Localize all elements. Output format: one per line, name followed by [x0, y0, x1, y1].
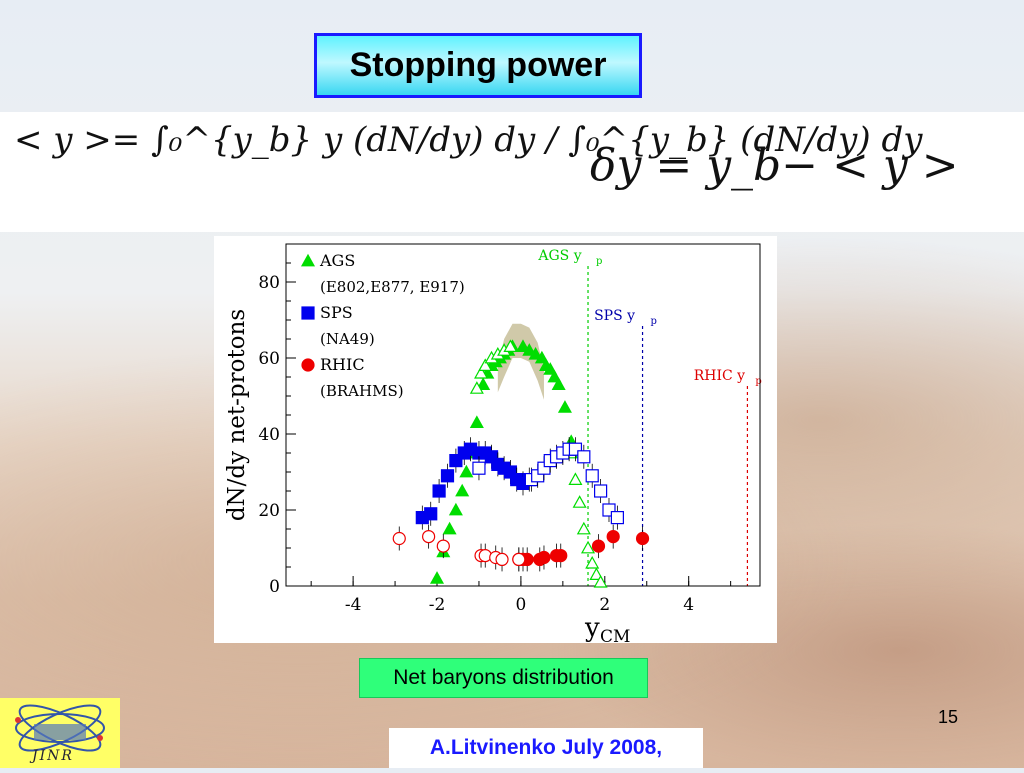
data-points: [392, 339, 650, 588]
data-point: [522, 343, 537, 356]
data-point: [591, 539, 606, 553]
x-axis-label: y: [584, 613, 600, 643]
data-point: [392, 531, 406, 546]
x-tick-label: -4: [345, 595, 362, 615]
data-point: [528, 346, 543, 360]
data-point: [551, 377, 566, 390]
beam-line-label: RHIC y: [694, 368, 745, 384]
data-point: [568, 472, 583, 485]
data-point: [474, 365, 489, 379]
author-text: A.Litvinenko July 2008,: [429, 736, 663, 759]
data-point: [478, 358, 493, 371]
data-point: [424, 507, 438, 521]
data-point: [537, 550, 551, 565]
data-point: [469, 381, 484, 394]
beam-line-label-sub: p: [596, 256, 602, 267]
data-point: [455, 483, 470, 497]
data-point: [589, 567, 604, 580]
beam-line-label: AGS y: [537, 248, 581, 264]
rapidity-loss-formula: δy = y_b− < y >: [590, 140, 959, 191]
series-rhic-reflected-: [392, 524, 526, 572]
data-point: [512, 552, 526, 566]
beam-line-label-sub: p: [651, 316, 657, 327]
data-point: [606, 530, 620, 544]
y-tick-label: 40: [258, 425, 280, 445]
slide-title-box: Stopping power: [314, 33, 642, 98]
y-tick-label: 80: [258, 273, 280, 293]
caption-box: Net baryons distribution: [359, 658, 648, 698]
data-point: [422, 530, 436, 544]
y-tick-label: 0: [269, 577, 280, 597]
legend-label: SPS: [320, 303, 353, 322]
author-box: A.Litvinenko July 2008,: [389, 728, 703, 768]
legend-label: AGS: [319, 251, 355, 270]
data-point: [472, 461, 486, 475]
legend-marker: [301, 306, 315, 320]
data-point: [436, 539, 450, 553]
legend-sublabel: (NA49): [320, 330, 375, 348]
x-tick-label: 4: [683, 595, 694, 615]
data-point: [448, 502, 463, 516]
atom-orbit-icon: [15, 704, 105, 752]
data-point: [593, 574, 608, 588]
data-point: [547, 369, 562, 383]
data-point: [572, 495, 587, 508]
legend-sublabel: (BRAHMS): [320, 382, 404, 400]
data-point: [440, 469, 455, 483]
data-point: [515, 339, 531, 353]
beam-rapidity-lines: AGS y p SPS y p RHIC y p: [537, 248, 762, 586]
data-point: [476, 377, 491, 390]
data-point: [635, 531, 650, 546]
data-point: [534, 350, 549, 364]
series-ags-reflected-: [469, 339, 608, 588]
beam-line-label-sub: p: [755, 376, 761, 387]
x-tick-label: 2: [599, 595, 610, 615]
legend-marker: [301, 358, 315, 372]
data-point: [577, 450, 591, 464]
x-tick-label: -2: [429, 595, 446, 615]
data-point: [469, 415, 484, 428]
y-axis-label: dN/dy net-protons: [224, 309, 250, 521]
series-sps-reflected-: [472, 437, 624, 530]
legend-label: RHIC: [320, 355, 365, 374]
beam-line-label: SPS y: [594, 308, 635, 324]
data-point: [543, 362, 558, 375]
data-point: [585, 555, 600, 569]
slide-title: Stopping power: [349, 46, 607, 84]
y-tick-label: 20: [258, 501, 280, 521]
data-point: [580, 540, 596, 554]
data-point: [459, 464, 474, 478]
data-point: [442, 521, 457, 535]
mean-rapidity-formula: < y >= ∫₀^{y_b} y (dN/dy) dy / ∫₀^{y_b} …: [14, 120, 923, 160]
x-tick-label: 0: [515, 595, 526, 615]
data-point: [503, 339, 518, 353]
x-axis-label-sub: CM: [600, 627, 630, 643]
series-sps: [415, 437, 536, 530]
data-point: [429, 571, 445, 584]
data-point: [594, 484, 608, 498]
page-number: 15: [938, 707, 959, 727]
legend-sublabel: (E802,E877, E917): [320, 278, 465, 296]
data-point: [557, 400, 572, 413]
data-point: [554, 549, 568, 563]
formula-band: [0, 112, 1024, 232]
legend: AGS (E802,E877, E917) SPS (NA49) RHIC (BRAHMS…: [300, 251, 465, 400]
data-point: [495, 552, 509, 566]
y-tick-label: 60: [258, 349, 280, 369]
data-point: [432, 484, 446, 498]
data-point: [610, 511, 624, 525]
logo-text: JINR: [32, 748, 74, 764]
data-point: [585, 469, 599, 483]
data-point: [576, 521, 591, 535]
jinr-logo: JINR: [0, 698, 120, 768]
caption-text: Net baryons distribution: [393, 666, 614, 689]
legend-marker: [300, 253, 316, 267]
